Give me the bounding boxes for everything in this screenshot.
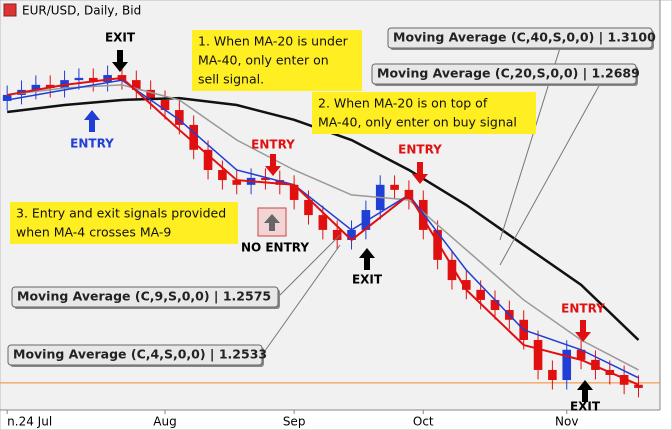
candle-body: [103, 75, 112, 82]
legend-box: [7, 344, 263, 366]
signal-arrow: [359, 248, 375, 270]
signal-arrow: [575, 320, 591, 342]
signal-label: NO ENTRY: [241, 241, 309, 255]
note-text: 2. When MA-20 is on top of: [318, 96, 488, 111]
candle-body: [232, 180, 242, 185]
legend-box: [371, 63, 637, 85]
signal-arrow: [412, 162, 428, 184]
x-tick-label: n.24 Jul: [7, 415, 52, 429]
candle-body: [318, 215, 328, 230]
note-text: MA-40, only enter on: [198, 53, 329, 68]
candle-body: [160, 99, 170, 111]
candle-body: [275, 180, 285, 185]
x-tick-label: Sep: [283, 415, 306, 429]
candle-body: [203, 149, 213, 170]
signal-label: EXIT: [570, 400, 601, 414]
candle-body: [390, 184, 399, 190]
connector: [277, 234, 341, 298]
note-text: 3. Entry and exit signals provided: [16, 206, 226, 221]
legend-label: Moving Average (C,4,S,0,0) | 1.2533: [13, 347, 267, 362]
candle-body: [533, 339, 543, 370]
candle-body: [218, 169, 227, 181]
signal-arrow: [265, 154, 281, 176]
note-text: MA-40, only enter on buy signal: [318, 115, 517, 130]
candle-body: [31, 84, 41, 90]
signal-label: EXIT: [105, 31, 136, 45]
signal-label: ENTRY: [251, 138, 295, 152]
signal-label: EXIT: [352, 273, 383, 287]
x-tick-label: Nov: [555, 415, 578, 429]
candle-body: [132, 80, 141, 90]
title-icon: [3, 3, 17, 17]
moving-average-line: [7, 79, 639, 379]
chart-title: EUR/USD, Daily, Bid: [22, 4, 141, 18]
candle-body: [562, 349, 572, 381]
legend-label: Moving Average (C,40,S,0,0) | 1.3100: [393, 30, 656, 45]
signal-label: ENTRY: [398, 143, 442, 157]
signal-label: ENTRY: [70, 137, 114, 151]
signal-arrow: [577, 380, 593, 402]
candle-body: [261, 177, 270, 181]
candle-body: [289, 184, 299, 200]
candle-body: [88, 77, 98, 82]
signal-label: ENTRY: [561, 302, 605, 316]
candle-body: [418, 199, 428, 230]
connector: [499, 83, 601, 266]
candle-body: [433, 229, 442, 260]
candle-body: [619, 374, 629, 385]
candle-body: [490, 299, 500, 311]
candle-body: [2, 94, 12, 101]
note-text: when MA-4 crosses MA-9: [16, 225, 171, 240]
candle-body: [576, 349, 586, 360]
candle-body: [591, 359, 600, 370]
candle-body: [347, 229, 356, 241]
candle-body: [361, 210, 371, 230]
candle-body: [462, 280, 471, 290]
legend-label: Moving Average (C,20,S,0,0) | 1.2689: [377, 66, 640, 81]
signal-arrow: [84, 110, 100, 132]
candle-body: [476, 289, 485, 300]
x-tick-label: Aug: [153, 415, 176, 429]
candle-body: [332, 229, 342, 241]
note-text: 1. When MA-20 is under: [198, 34, 349, 49]
signal-arrow: [112, 50, 128, 72]
connector: [261, 244, 341, 356]
legend-box: [387, 27, 653, 49]
candle-body: [189, 124, 198, 150]
legend-box: [11, 286, 279, 308]
candle-body: [548, 369, 557, 381]
candle-body: [447, 259, 457, 281]
moving-average-line: [7, 84, 639, 371]
legend-label: Moving Average (C,9,S,0,0) | 1.2575: [17, 289, 271, 304]
moving-average-line: [7, 76, 639, 386]
candle-body: [146, 89, 155, 100]
candle-body: [175, 110, 184, 125]
candle-body: [74, 77, 84, 81]
no-entry-icon: [257, 207, 287, 237]
note-text: sell signal.: [198, 72, 264, 87]
candle-body: [304, 199, 313, 216]
note-box: [10, 202, 238, 244]
candle-body: [634, 384, 643, 388]
x-tick-label: Oct: [413, 415, 434, 429]
note-box: [312, 92, 536, 134]
note-box: [192, 30, 362, 91]
